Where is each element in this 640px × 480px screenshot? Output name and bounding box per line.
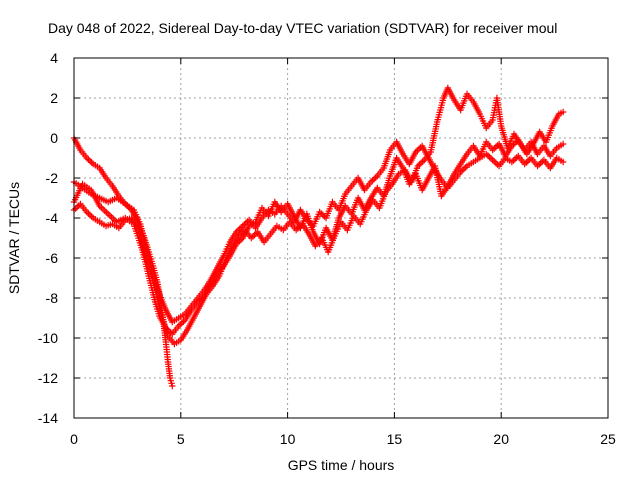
y-tick-label: -2 <box>46 170 59 186</box>
y-tick-label: -10 <box>38 330 58 346</box>
data-layer <box>70 84 567 390</box>
y-tick-label: 2 <box>50 90 58 106</box>
y-tick-label: 0 <box>50 130 58 146</box>
y-tick-label: -14 <box>38 410 58 426</box>
x-tick-label: 20 <box>493 431 509 447</box>
x-tick-label: 10 <box>280 431 296 447</box>
y-tick-label: 4 <box>50 50 58 66</box>
y-tick-label: -4 <box>46 210 59 226</box>
y-axis-title: SDTVAR / TECUs <box>6 182 22 294</box>
y-tick-label: -8 <box>46 290 59 306</box>
series-track-d <box>70 136 567 338</box>
y-tick-label: -6 <box>46 250 59 266</box>
x-tick-label: 25 <box>600 431 616 447</box>
chart-title: Day 048 of 2022, Sidereal Day-to-day VTE… <box>48 20 557 36</box>
data-point <box>559 108 567 116</box>
x-tick-label: 15 <box>387 431 403 447</box>
data-point <box>559 158 567 166</box>
x-axis-title: GPS time / hours <box>288 457 395 473</box>
y-tick-label: -12 <box>38 370 58 386</box>
tick-layer: 0 5 10 15 20 25 -14 -12 -10 -8 -6 -4 -2 0 2 4 <box>38 50 616 447</box>
data-point <box>169 382 176 390</box>
data-point <box>559 140 567 148</box>
x-tick-label: 0 <box>70 431 78 447</box>
x-tick-label: 5 <box>177 431 185 447</box>
plot-frame <box>73 57 609 419</box>
